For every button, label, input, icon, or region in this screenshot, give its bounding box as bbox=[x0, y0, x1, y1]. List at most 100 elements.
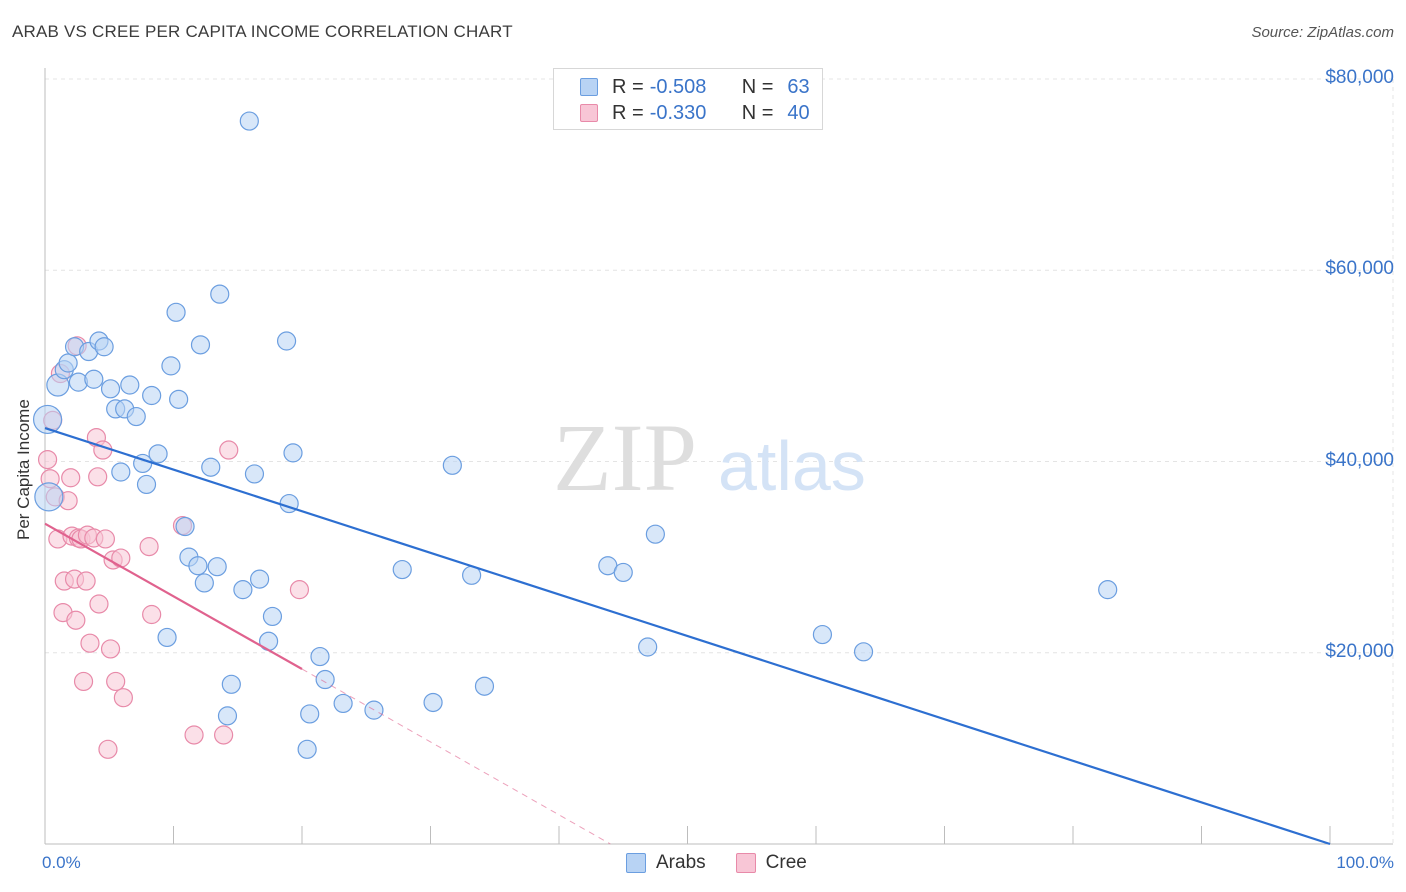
point-cree-26 bbox=[98, 739, 118, 759]
point-arabs-11 bbox=[100, 379, 121, 399]
point-arabs-15 bbox=[120, 375, 140, 395]
point-cree-23 bbox=[89, 594, 109, 614]
y-tick-label-3: $80,000 bbox=[1325, 67, 1394, 88]
point-arabs-37 bbox=[244, 464, 265, 484]
bottom-legend-label-cree: Cree bbox=[765, 852, 807, 873]
point-arabs-47 bbox=[315, 669, 335, 690]
bottom-legend-arabs: Arabs bbox=[626, 852, 706, 874]
point-cree-30 bbox=[111, 548, 131, 568]
point-cree-22 bbox=[88, 467, 108, 487]
point-cree-17 bbox=[76, 571, 96, 591]
point-arabs-36 bbox=[239, 111, 259, 131]
x-tick-max: 100.0% bbox=[1336, 853, 1394, 872]
point-arabs-0 bbox=[32, 404, 63, 435]
point-cree-37 bbox=[219, 440, 239, 460]
regression-extension-cree bbox=[301, 668, 611, 845]
watermark: ZIP atlas bbox=[553, 404, 866, 511]
series-arabs bbox=[32, 111, 1118, 759]
point-arabs-29 bbox=[194, 573, 214, 593]
point-arabs-34 bbox=[221, 674, 241, 694]
point-cree-12 bbox=[66, 610, 86, 630]
point-arabs-28 bbox=[190, 335, 211, 355]
point-arabs-1 bbox=[34, 482, 64, 512]
legend-n-label: N = bbox=[741, 75, 774, 98]
stats-legend: R = -0.508 N = 63 R = -0.330 N = 40 bbox=[553, 68, 823, 130]
legend-row-cree: R = -0.330 N = 40 bbox=[580, 102, 810, 124]
regression-line-arabs bbox=[44, 426, 1331, 846]
point-arabs-10 bbox=[94, 337, 114, 357]
legend-swatch-arabs bbox=[580, 78, 598, 96]
y-axis-label: Per Capita Income bbox=[14, 399, 33, 540]
point-arabs-35 bbox=[233, 580, 253, 600]
point-arabs-21 bbox=[157, 627, 177, 648]
legend-n-value-cree: 40 bbox=[787, 101, 810, 124]
point-arabs-58 bbox=[645, 524, 665, 544]
legend-r-label: R = bbox=[612, 101, 644, 124]
bottom-legend-label-arabs: Arabs bbox=[656, 852, 706, 873]
point-cree-19 bbox=[80, 633, 100, 653]
point-cree-31 bbox=[113, 688, 133, 708]
point-cree-16 bbox=[73, 671, 94, 692]
point-arabs-23 bbox=[166, 302, 186, 322]
x-tick-min: 0.0% bbox=[42, 853, 81, 872]
point-arabs-22 bbox=[161, 356, 181, 376]
bottom-legend-swatch-cree bbox=[735, 853, 756, 873]
legend-swatch-cree bbox=[580, 104, 598, 122]
bottom-legend-swatch-arabs bbox=[626, 853, 646, 873]
legend-row-arabs: R = -0.508 N = 63 bbox=[580, 76, 810, 98]
point-arabs-52 bbox=[442, 455, 462, 475]
regression-line-cree bbox=[44, 522, 303, 670]
legend-n-label: N = bbox=[741, 101, 774, 124]
point-arabs-27 bbox=[188, 556, 208, 576]
y-tick-label-0: $20,000 bbox=[1325, 640, 1394, 662]
point-arabs-13 bbox=[111, 462, 131, 482]
legend-n-value-arabs: 63 bbox=[787, 75, 810, 98]
point-cree-9 bbox=[61, 468, 81, 488]
point-arabs-61 bbox=[1098, 580, 1118, 600]
point-cree-38 bbox=[289, 580, 310, 600]
point-arabs-19 bbox=[142, 385, 162, 406]
point-cree-32 bbox=[139, 537, 159, 557]
y-tick-label-1: $40,000 bbox=[1325, 449, 1394, 471]
point-arabs-25 bbox=[175, 516, 195, 537]
point-cree-33 bbox=[142, 604, 162, 625]
point-arabs-24 bbox=[169, 389, 189, 409]
point-cree-0 bbox=[37, 449, 58, 470]
point-cree-27 bbox=[100, 639, 121, 659]
watermark-zip: ZIP bbox=[553, 404, 697, 511]
point-arabs-60 bbox=[853, 642, 874, 662]
point-arabs-33 bbox=[217, 706, 238, 726]
chart-title: ARAB VS CREE PER CAPITA INCOME CORRELATI… bbox=[12, 22, 513, 41]
point-cree-29 bbox=[106, 671, 126, 692]
point-arabs-4 bbox=[58, 353, 78, 373]
point-arabs-32 bbox=[210, 284, 230, 304]
point-arabs-38 bbox=[249, 569, 270, 589]
point-arabs-51 bbox=[423, 692, 443, 713]
point-arabs-18 bbox=[136, 474, 157, 495]
point-arabs-56 bbox=[613, 562, 633, 583]
watermark-atlas: atlas bbox=[718, 427, 866, 505]
point-arabs-44 bbox=[297, 739, 317, 759]
source-label: Source: ZipAtlas.com bbox=[1251, 24, 1394, 41]
point-arabs-41 bbox=[276, 331, 297, 351]
legend-r-value-cree: -0.330 bbox=[649, 101, 707, 124]
point-arabs-54 bbox=[474, 676, 495, 696]
regression-lines bbox=[44, 426, 1331, 846]
point-cree-35 bbox=[184, 725, 204, 745]
point-arabs-45 bbox=[300, 704, 320, 724]
point-arabs-40 bbox=[262, 606, 283, 627]
bottom-legend-cree: Cree bbox=[735, 852, 807, 874]
point-arabs-57 bbox=[638, 637, 658, 657]
point-arabs-59 bbox=[812, 624, 833, 645]
point-cree-36 bbox=[214, 725, 234, 745]
y-tick-label-2: $60,000 bbox=[1325, 258, 1394, 280]
point-cree-25 bbox=[95, 529, 115, 549]
point-arabs-50 bbox=[392, 559, 412, 580]
point-arabs-31 bbox=[207, 557, 227, 577]
bottom-legend: Arabs Cree bbox=[626, 852, 837, 874]
legend-r-label: R = bbox=[612, 75, 644, 98]
point-arabs-20 bbox=[148, 444, 168, 464]
point-arabs-43 bbox=[283, 443, 303, 463]
legend-r-value-arabs: -0.508 bbox=[649, 75, 707, 98]
